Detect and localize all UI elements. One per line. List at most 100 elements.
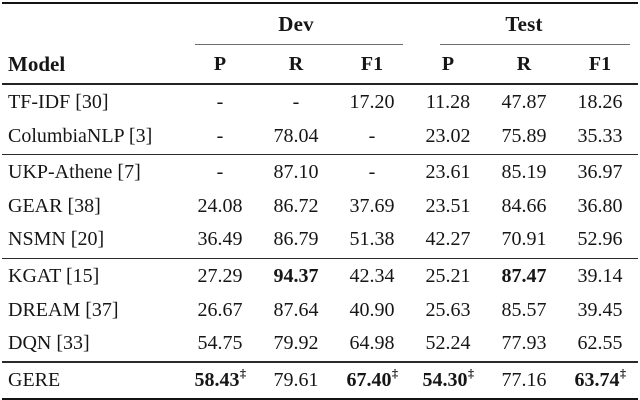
metric-value: 36.49: [197, 228, 243, 251]
table-row: DQN [33] 54.75 79.92 64.98 52.24 77.93 62.55: [2, 327, 638, 360]
metric-value: 85.57: [501, 298, 547, 321]
metric-value: 67.40‡: [346, 366, 399, 391]
metric-value: 35.33: [577, 124, 623, 147]
metric-value: 23.02: [425, 124, 471, 147]
metric-value: -: [368, 124, 376, 147]
metric-value: -: [292, 91, 300, 114]
metric-value: 51.38: [349, 228, 395, 251]
model-name: UKP-Athene [7]: [8, 161, 141, 184]
metric-value: 54.30‡: [422, 366, 475, 391]
metric-value: 54.75: [197, 331, 243, 354]
row-group: UKP-Athene [7] - 87.10 - 23.61 85.19 36.97 GEAR…: [2, 155, 638, 257]
metric-value: 85.19: [501, 161, 547, 184]
double-dagger-marker: ‡: [240, 366, 246, 381]
header-rule-divider: [2, 83, 638, 86]
metric-value: 42.27: [425, 228, 471, 251]
metric-value: -: [216, 161, 224, 184]
model-name: GERE: [8, 368, 61, 391]
metric-value: 52.24: [425, 331, 471, 354]
dev-p-column-header: P: [213, 52, 227, 75]
metric-value: -: [216, 91, 224, 114]
metric-value: -: [216, 124, 224, 147]
metric-value: 52.96: [577, 228, 623, 251]
test-group-underline: [440, 43, 630, 46]
group-rule-divider: [2, 257, 638, 260]
metric-value: 94.37: [273, 265, 319, 288]
metric-value: 26.67: [197, 298, 243, 321]
model-name: DQN [33]: [8, 331, 90, 354]
metric-value: 77.93: [501, 331, 547, 354]
group-rule-divider: [2, 153, 638, 156]
metric-value: -: [368, 161, 376, 184]
test-r-column-header: R: [516, 52, 532, 75]
metric-value: 86.79: [273, 228, 319, 251]
metric-value: 87.47: [501, 265, 547, 288]
col-group-test: Test: [505, 12, 543, 37]
table-row: ColumbiaNLP [3] - 78.04 - 23.02 75.89 35.33: [2, 120, 638, 153]
metric-value: 39.14: [577, 265, 623, 288]
metric-value: 40.90: [349, 298, 395, 321]
metric-value: 79.92: [273, 331, 319, 354]
metric-value: 47.87: [501, 91, 547, 114]
table-row: GEAR [38] 24.08 86.72 37.69 23.51 84.66 36.80: [2, 190, 638, 223]
model-name: KGAT [15]: [8, 265, 100, 288]
metric-value: 42.34: [349, 265, 395, 288]
model-column-header: Model: [8, 51, 66, 76]
table-row: DREAM [37] 26.67 87.64 40.90 25.63 85.57 39.45: [2, 294, 638, 327]
metric-value: 70.91: [501, 228, 547, 251]
table-body: TF-IDF [30] - - 17.20 11.28 47.87 18.26 Columbi…: [2, 85, 638, 398]
metric-value: 37.69: [349, 194, 395, 217]
model-name: ColumbiaNLP [3]: [8, 124, 153, 147]
metric-value: 23.51: [425, 194, 471, 217]
double-dagger-marker: ‡: [392, 366, 398, 381]
double-dagger-marker: ‡: [468, 366, 474, 381]
metric-value: 36.80: [577, 194, 623, 217]
metric-value: 39.45: [577, 298, 623, 321]
metric-value: 86.72: [273, 194, 319, 217]
test-f1-column-header: F1: [588, 52, 612, 75]
metric-value: 27.29: [197, 265, 243, 288]
row-group: GERE 58.43‡ 79.61 67.40‡ 54.30‡ 77.16 63.74‡: [2, 363, 638, 398]
metric-value: 36.97: [577, 161, 623, 184]
column-group-header-row: Dev Test: [2, 4, 638, 45]
metric-value: 77.16: [501, 368, 547, 391]
metric-value: 87.10: [273, 161, 319, 184]
metric-value: 25.21: [425, 265, 471, 288]
metric-value: 87.64: [273, 298, 319, 321]
row-group: TF-IDF [30] - - 17.20 11.28 47.87 18.26 Columbi…: [2, 85, 638, 154]
metric-value: 84.66: [501, 194, 547, 217]
model-name: GEAR [38]: [8, 194, 101, 217]
metric-value: 11.28: [425, 91, 471, 114]
test-p-column-header: P: [441, 52, 455, 75]
metric-value: 23.61: [425, 161, 471, 184]
dev-f1-column-header: F1: [360, 52, 384, 75]
metric-value: 18.26: [577, 91, 623, 114]
metric-value: 17.20: [349, 91, 395, 114]
bottom-rule-divider: [2, 398, 638, 400]
column-header-row: Model P R F1 P R F1: [2, 45, 638, 83]
col-group-dev: Dev: [278, 12, 314, 37]
metric-value: 75.89: [501, 124, 547, 147]
table-row: NSMN [20] 36.49 86.79 51.38 42.27 70.91 52.96: [2, 223, 638, 256]
group-rule-divider: [2, 361, 638, 363]
metric-value: 63.74‡: [574, 366, 627, 391]
model-name: DREAM [37]: [8, 298, 119, 321]
metric-value: 79.61: [273, 368, 319, 391]
table-row: GERE 58.43‡ 79.61 67.40‡ 54.30‡ 77.16 63.74‡: [2, 364, 638, 397]
dev-r-column-header: R: [288, 52, 304, 75]
metric-value: 25.63: [425, 298, 471, 321]
metric-value: 58.43‡: [194, 366, 247, 391]
table-row: KGAT [15] 27.29 94.37 42.34 25.21 87.47 39.14: [2, 260, 638, 293]
top-rule-divider: [2, 2, 638, 5]
dev-group-underline: [195, 43, 403, 46]
metric-value: 78.04: [273, 124, 319, 147]
metric-value: 62.55: [577, 331, 623, 354]
table-row: UKP-Athene [7] - 87.10 - 23.61 85.19 36.97: [2, 156, 638, 189]
double-dagger-marker: ‡: [620, 366, 626, 381]
row-group: KGAT [15] 27.29 94.37 42.34 25.21 87.47 39.14 D…: [2, 259, 638, 361]
table-row: TF-IDF [30] - - 17.20 11.28 47.87 18.26: [2, 86, 638, 119]
metric-value: 24.08: [197, 194, 243, 217]
model-name: TF-IDF [30]: [8, 91, 109, 114]
